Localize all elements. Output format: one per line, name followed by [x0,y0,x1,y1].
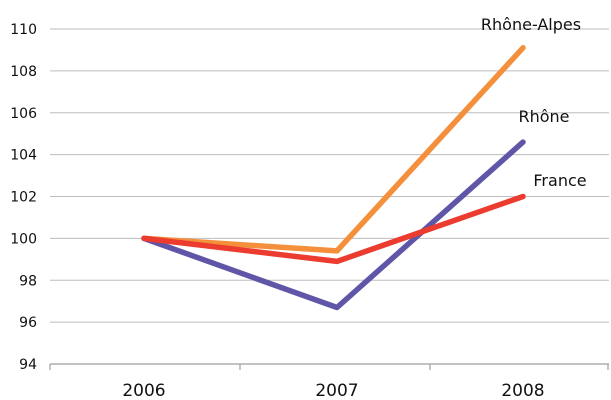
series-line-rhone [141,139,526,311]
y-tick-label-98: 98 [19,273,37,289]
gridlines [50,28,609,323]
y-tick-label-104: 104 [10,148,37,164]
y-tick-label-96: 96 [19,315,37,331]
y-tick-label-108: 108 [10,64,37,80]
series-line-rhone-alpes [141,45,526,254]
series-label-france: France [533,171,586,190]
series-line-france [141,193,526,265]
series-label-rhone-alpes: Rhône-Alpes [481,15,581,34]
x-tick-label-2007: 2007 [315,381,358,400]
y-tick-label-94: 94 [19,357,37,373]
y-tick-label-106: 106 [10,106,37,122]
series-lines [141,45,526,311]
x-tick-label-2006: 2006 [122,381,165,400]
y-axis-tick-labels: 94 96 98 100 102 104 106 108 110 [10,22,37,373]
series-labels: Rhône-Alpes Rhône France [481,15,587,190]
x-tick-label-2008: 2008 [501,381,544,400]
y-tick-label-110: 110 [10,22,37,38]
y-tick-label-102: 102 [10,190,37,206]
y-tick-label-100: 100 [10,231,37,247]
x-axis: 2006 2007 2008 [49,363,609,400]
series-label-rhone: Rhône [518,107,569,126]
